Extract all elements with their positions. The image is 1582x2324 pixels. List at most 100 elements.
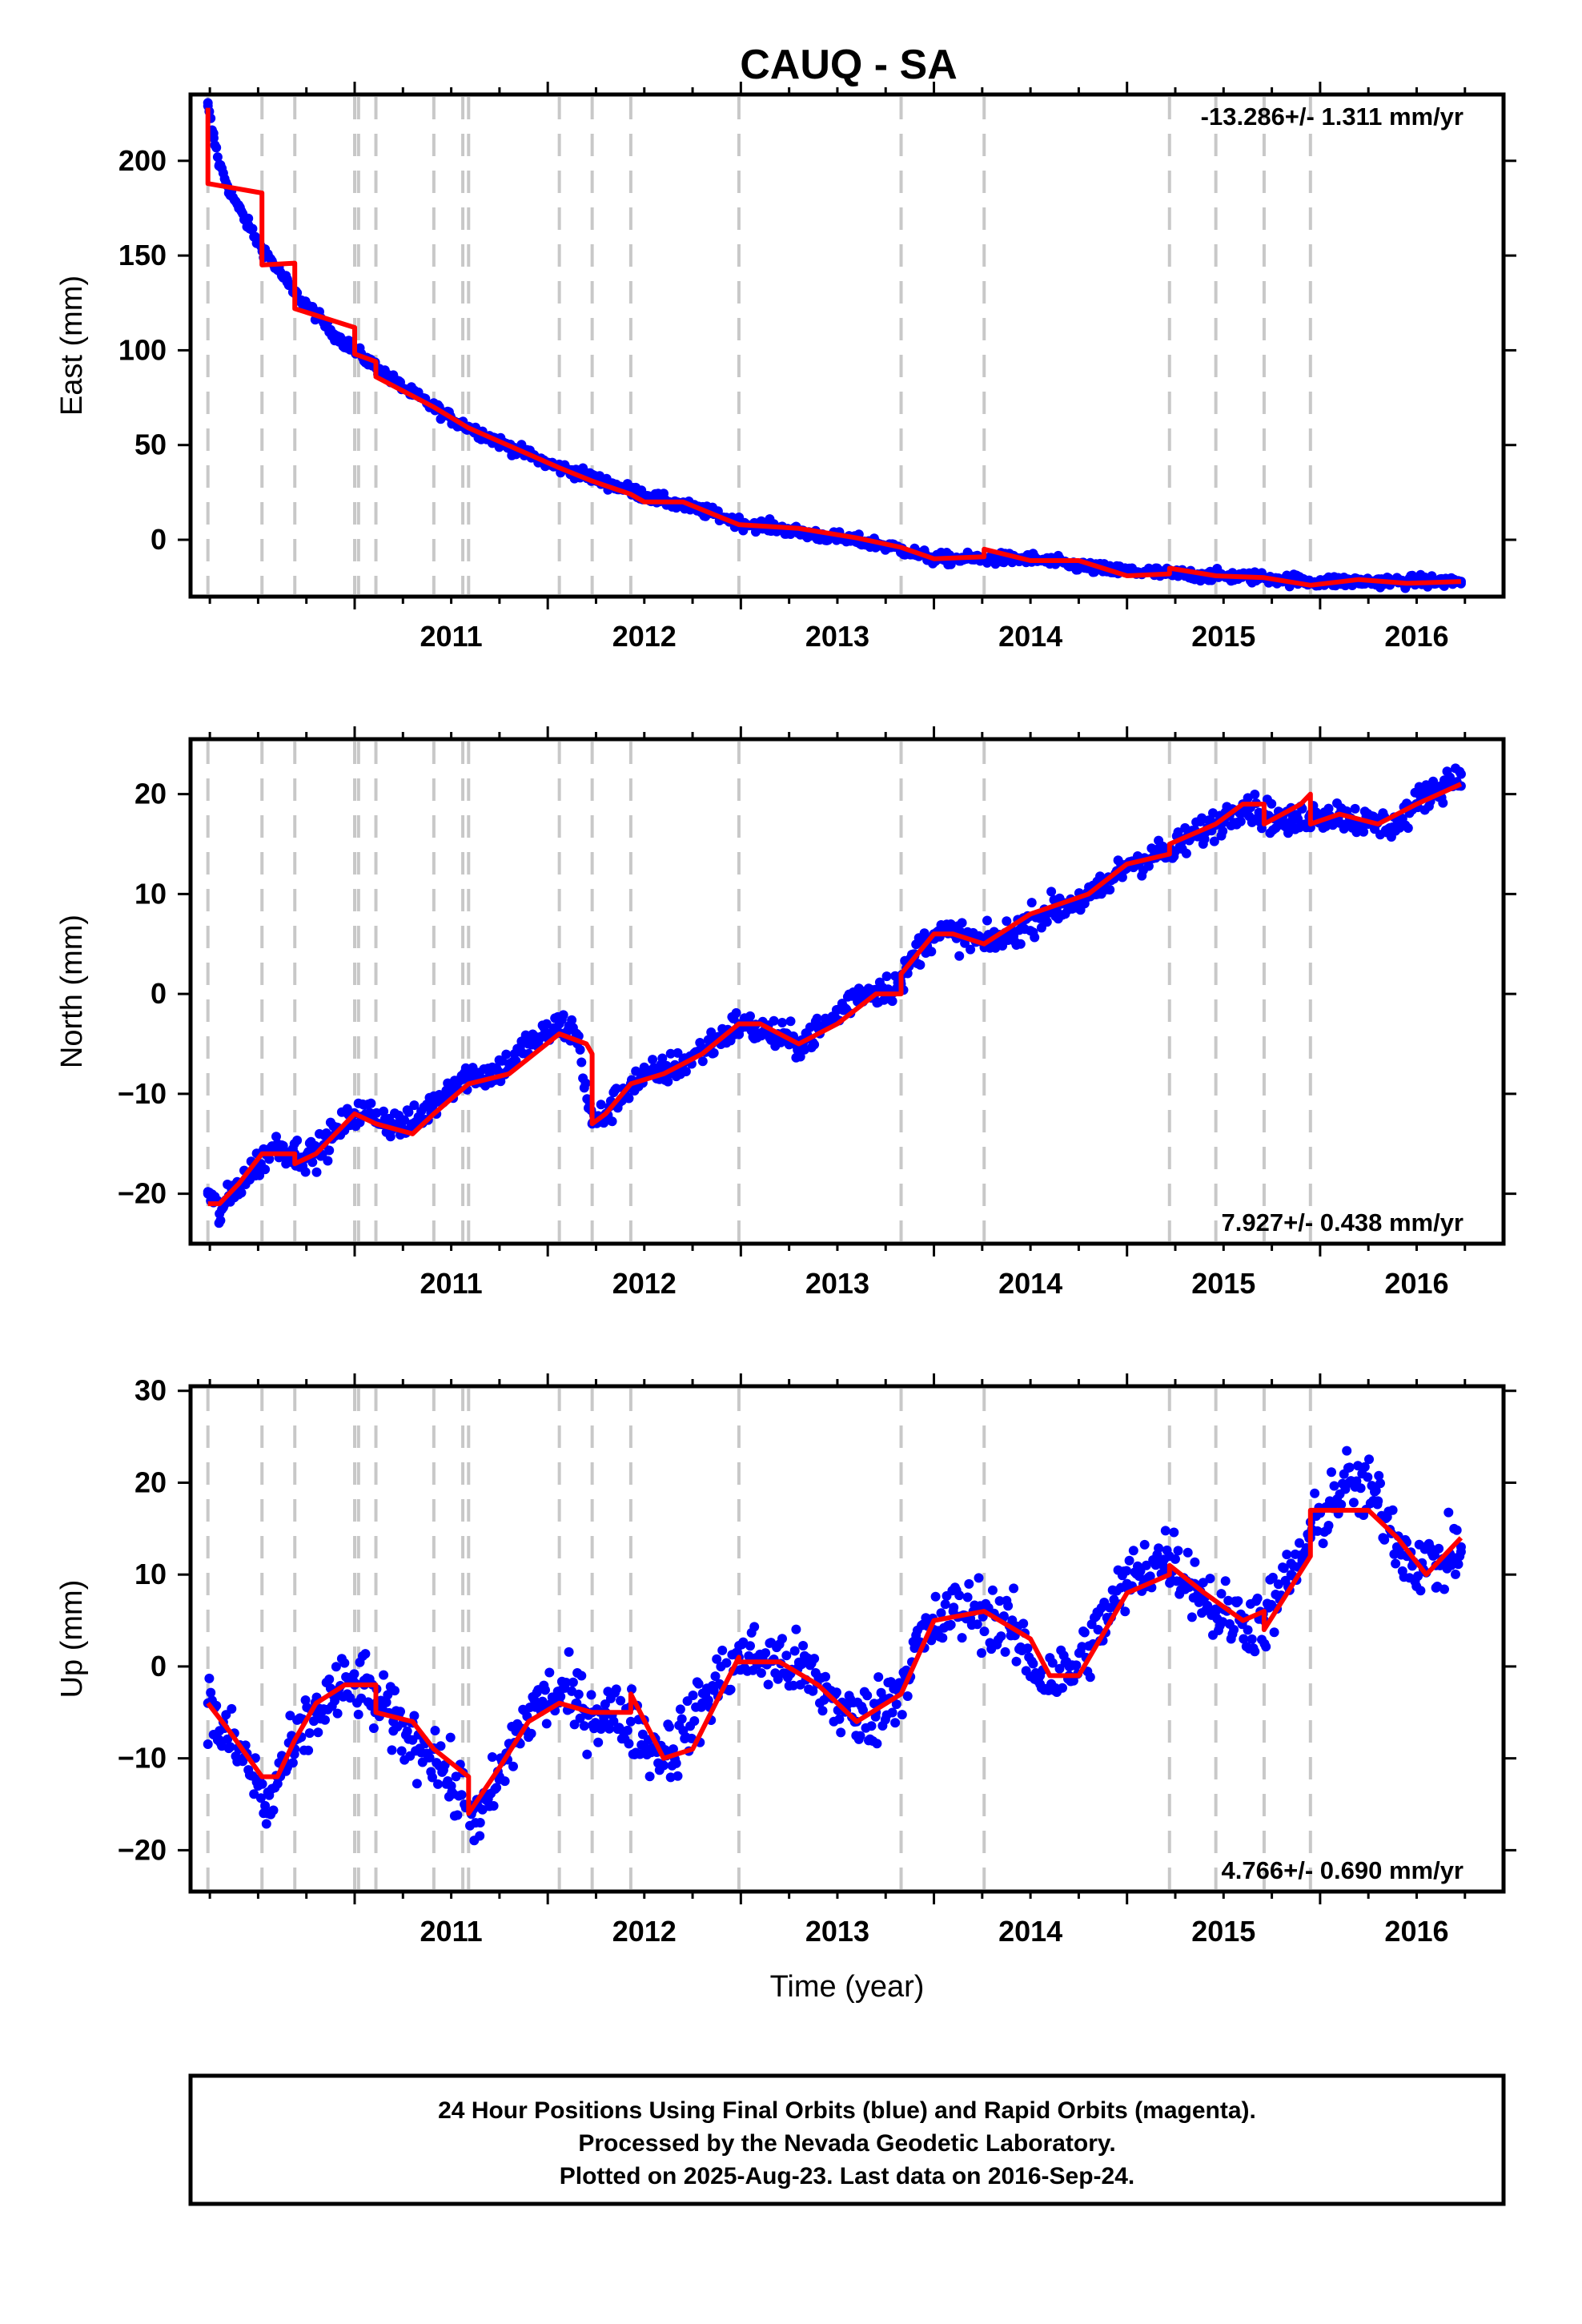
data-point [791,1624,801,1634]
data-point [568,1677,578,1687]
data-point [1451,1569,1460,1579]
data-point [625,1716,636,1727]
x-tick-label: 2013 [805,1915,869,1948]
data-point [409,1711,420,1721]
data-point [412,1779,422,1789]
data-point [1387,1505,1398,1515]
data-point [430,1726,440,1735]
data-point [206,1687,216,1698]
data-point [1456,1542,1466,1552]
data-point [671,1758,681,1768]
data-point [695,1038,705,1047]
data-point [1216,1589,1227,1599]
data-point [1375,1478,1385,1489]
data-point [1160,1526,1170,1536]
data-point [304,1728,315,1739]
data-point [1122,1578,1132,1589]
data-point [211,143,222,153]
data-point [561,1678,572,1687]
x-tick-label: 2011 [420,1915,483,1948]
data-point [1190,1557,1200,1567]
data-point [964,1578,974,1589]
data-point [1141,1560,1151,1570]
data-point [731,1007,741,1018]
data-point [1042,917,1052,927]
data-point [697,1056,708,1067]
data-point [1022,1643,1033,1654]
data-point [1218,826,1228,836]
data-point [677,1714,687,1724]
x-tick-label: 2013 [805,1267,869,1300]
data-point [1438,798,1448,808]
data-point [526,1728,536,1739]
x-tick-label: 2015 [1191,1267,1255,1300]
data-point [821,1671,830,1682]
y-tick-label: 20 [135,778,167,810]
data-point [930,1591,941,1602]
data-point [749,1622,760,1632]
data-point [234,203,244,213]
data-point [1085,1672,1095,1683]
data-point [576,1057,587,1068]
data-point [1342,1445,1352,1456]
data-point [533,1698,544,1708]
data-point [1143,861,1154,871]
x-tick-label: 2016 [1384,620,1448,653]
data-point [665,1048,676,1059]
data-point [686,1733,697,1743]
data-point [379,1106,389,1116]
data-point [831,1687,841,1698]
data-point [688,1691,698,1700]
data-point [616,1695,626,1706]
data-point [781,1651,792,1661]
data-point [745,1641,755,1651]
data-point [504,1059,514,1069]
data-point [243,213,254,223]
data-point [607,1116,617,1127]
data-point [225,1742,235,1752]
data-point [890,1718,901,1728]
data-point [940,1599,950,1610]
data-point [215,1726,225,1736]
data-point [1267,798,1277,809]
data-point [402,1726,412,1736]
data-point [834,1714,845,1724]
x-tick-label: 2012 [612,620,677,653]
plot-frame [188,737,1506,1246]
data-point [572,1029,582,1039]
chart-title: CAUQ - SA [740,42,958,88]
data-point [1002,916,1012,927]
data-point [1026,898,1037,908]
data-point [1413,1571,1423,1582]
data-point [320,320,331,331]
data-point [579,1721,589,1731]
data-point [1282,1550,1292,1560]
data-point [1223,1595,1234,1606]
y-tick-label: 50 [135,428,167,461]
data-point [936,1608,946,1618]
data-point [1252,1593,1263,1603]
data-point [1164,1551,1174,1562]
data-point [1011,1656,1022,1667]
caption-box: 24 Hour Positions Using Final Orbits (bl… [188,2073,1506,2206]
data-point [215,159,225,170]
data-point [710,1671,721,1682]
data-point [285,1711,295,1721]
panel-north: 2011 2012 2013 2014 2015 2016 −20 −10 0 10 20 North… [55,726,1516,1300]
data-point [353,1709,363,1719]
data-point [564,1647,574,1657]
data-point [1452,1525,1462,1535]
data-point [668,1744,678,1755]
data-point [428,1099,439,1109]
y-tick-label: −10 [118,1742,167,1775]
data-point [1351,1476,1362,1486]
data-point [789,1680,798,1691]
data-point [204,1673,215,1683]
data-point [311,1167,322,1177]
data-point [1105,885,1115,895]
data-point [1453,1559,1464,1570]
data-point [862,1691,873,1701]
data-point [855,1731,865,1741]
data-point [1434,1543,1444,1554]
data-point [954,1590,965,1601]
